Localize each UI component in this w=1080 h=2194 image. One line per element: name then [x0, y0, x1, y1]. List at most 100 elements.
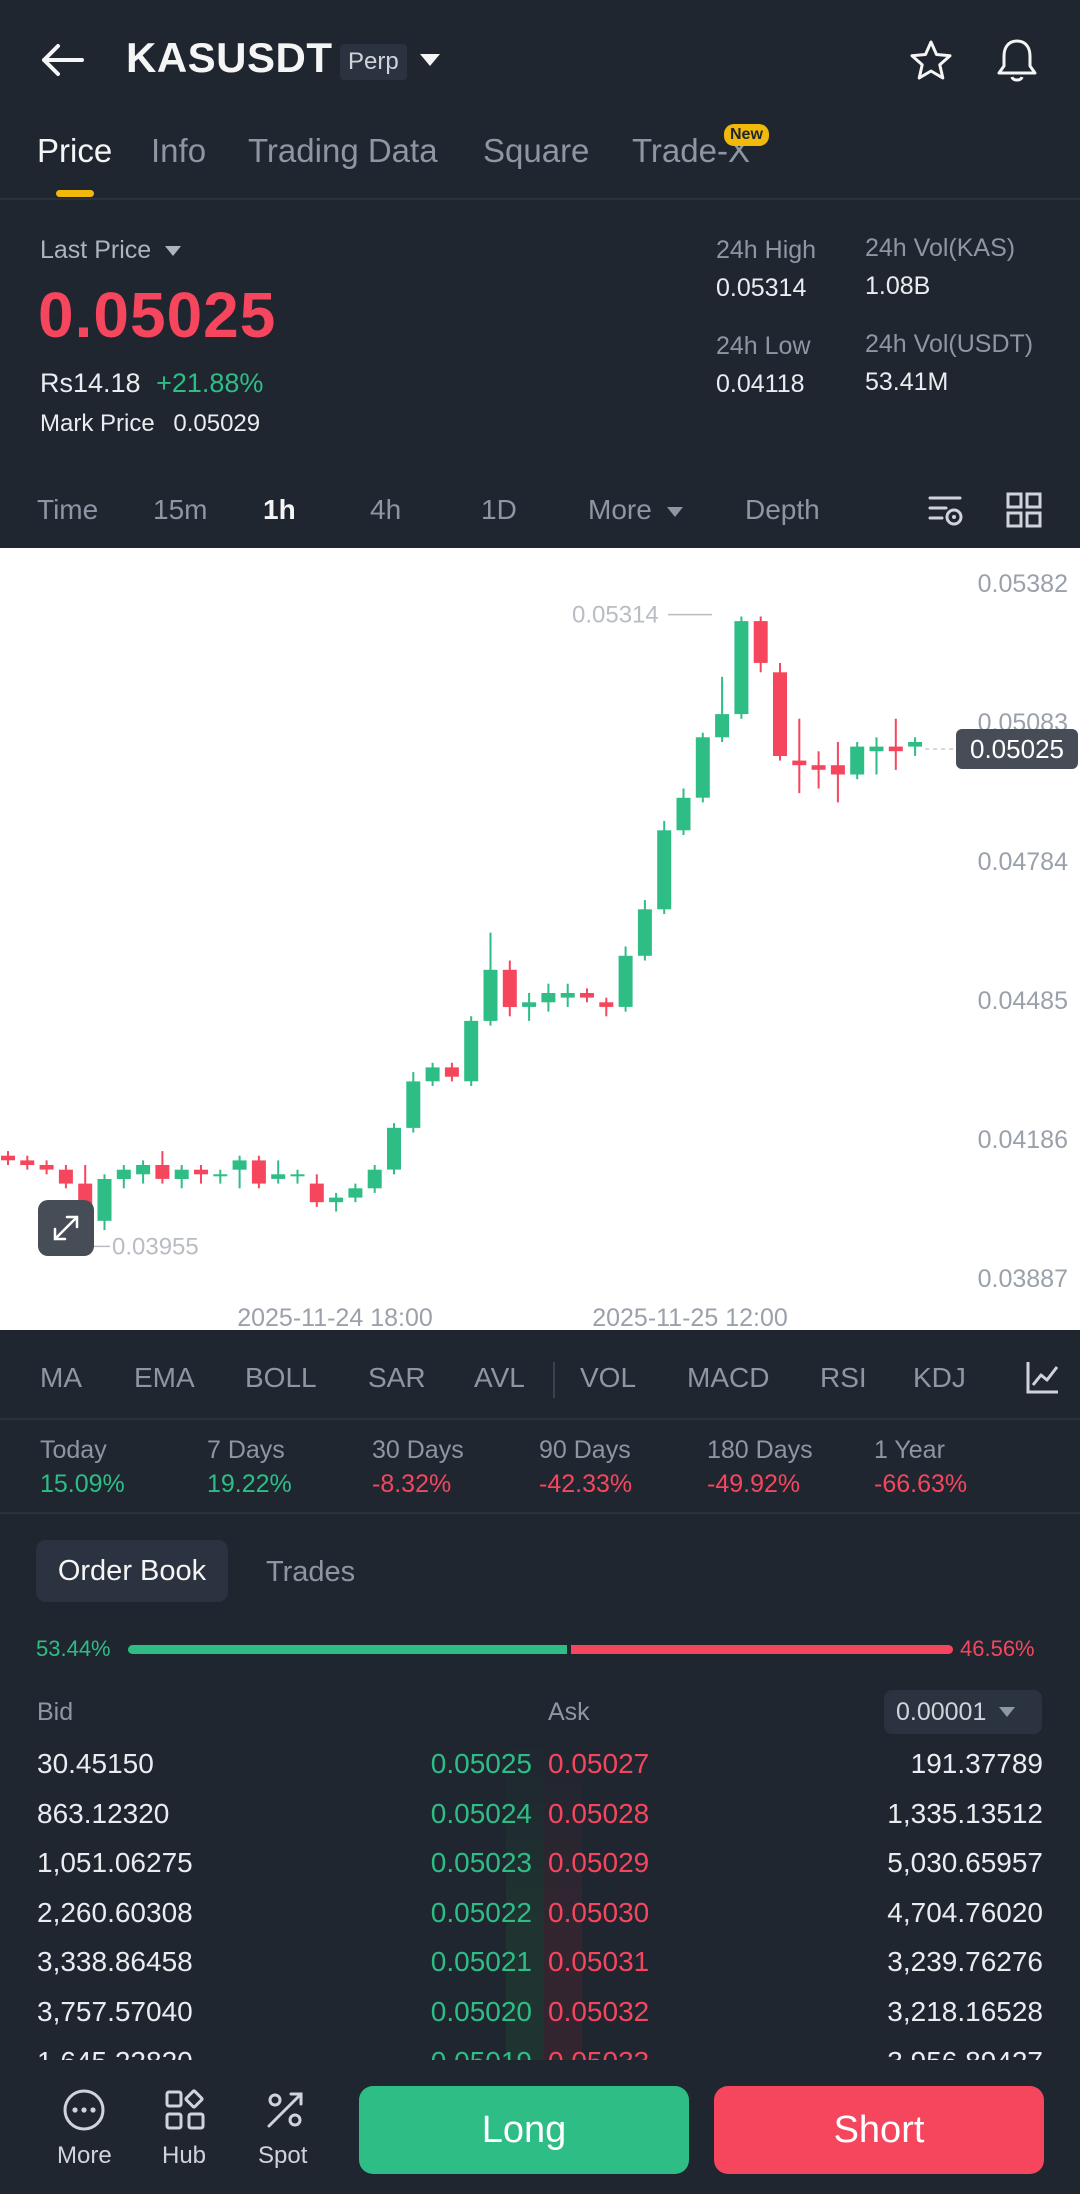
candle-body — [869, 746, 884, 752]
favorite-button[interactable] — [908, 38, 954, 84]
candle-body — [116, 1169, 131, 1179]
candle-body — [657, 830, 672, 910]
indicator-sar[interactable]: SAR — [368, 1362, 426, 1393]
precision-value: 0.00001 — [896, 1697, 987, 1726]
candle-body — [715, 714, 730, 738]
indicator-settings-button[interactable] — [1024, 1358, 1062, 1396]
candle-body — [444, 1067, 459, 1077]
tf-1h[interactable]: 1h — [263, 494, 296, 525]
ask-header: Ask — [548, 1698, 590, 1726]
bid-price: 0.05024 — [430, 1797, 532, 1829]
nav-spot-label[interactable]: Spot — [258, 2142, 308, 2169]
candle-body — [367, 1169, 382, 1189]
last-price: 0.05025 — [38, 279, 277, 351]
candle-body — [618, 955, 633, 1007]
symbol-title[interactable]: KASUSDT — [126, 34, 333, 81]
vol-usdt-label: 24h Vol(USDT) — [865, 330, 1034, 358]
chart-canvas: 0.053820.050830.047840.044850.041860.038… — [1, 570, 1078, 1330]
indicator-rsi[interactable]: RSI — [820, 1362, 867, 1393]
ask-price: 0.05033 — [548, 2046, 649, 2060]
candlestick-chart[interactable]: 0.05382 0.05083 0.04784 0.04485 0.04186 0.038… — [0, 548, 1080, 1330]
indicator-macd[interactable]: MACD — [687, 1362, 770, 1393]
short-button[interactable]: Short — [714, 2086, 1044, 2174]
order-book-row[interactable]: 3,338.86458 0.05021 0.05031 3,239.76276 — [0, 1938, 1080, 1988]
order-book-row[interactable]: 863.12320 0.05024 0.05028 1,335.13512 — [0, 1790, 1080, 1840]
fullscreen-button[interactable] — [38, 1200, 94, 1256]
candle-body — [541, 993, 556, 1003]
bid-ratio: 53.44% — [36, 1636, 111, 1661]
indicator-boll[interactable]: BOLL — [245, 1362, 317, 1393]
ask-amount: 191.37789 — [910, 1748, 1043, 1779]
chart-settings-button[interactable] — [926, 490, 966, 530]
bid-price: 0.05019 — [431, 2046, 532, 2060]
candle-body — [58, 1169, 73, 1184]
indicator-ema[interactable]: EMA — [134, 1362, 195, 1393]
current-price-tag: 0.05025 — [956, 729, 1078, 769]
order-book-row[interactable]: 1,051.06275 0.05023 0.05029 5,030.65957 — [0, 1839, 1080, 1889]
perf-value: -42.33% — [539, 1470, 633, 1498]
perf-label: 30 Days — [372, 1436, 464, 1464]
order-book-row[interactable]: 2,260.60308 0.05022 0.05030 4,704.76020 — [0, 1889, 1080, 1939]
ask-price: 0.05029 — [548, 1847, 650, 1879]
bid-amount: 1,051.06275 — [37, 1847, 193, 1879]
fiat-price: Rs14.18 — [40, 368, 141, 398]
nav-more-label[interactable]: More — [57, 2142, 112, 2169]
x-axis: 2025-11-24 18:00 2025-11-25 12:00 — [237, 1304, 788, 1330]
candle-body — [232, 1160, 247, 1170]
order-book-row[interactable]: 3,757.57040 0.05020 0.05032 3,218.16528 — [0, 1988, 1080, 2038]
candle-body — [792, 760, 807, 766]
tf-time[interactable]: Time — [37, 494, 99, 525]
candles — [1, 616, 923, 1240]
tab-square[interactable]: Square — [483, 132, 590, 169]
indicator-ma[interactable]: MA — [40, 1362, 82, 1393]
bid-amount: 863.12320 — [37, 1797, 170, 1829]
indicator-vol[interactable]: VOL — [580, 1362, 637, 1393]
tabs-divider — [0, 198, 1080, 200]
tf-more[interactable]: More — [588, 494, 684, 526]
bid-amount: 30.45150 — [37, 1748, 154, 1779]
last-price-selector[interactable]: Last Price — [40, 236, 182, 265]
tf-15m[interactable]: 15m — [153, 494, 208, 525]
candle-body — [155, 1165, 170, 1179]
price-change: +21.88% — [156, 368, 264, 398]
candle-body — [425, 1067, 440, 1082]
bid-header: Bid — [37, 1698, 74, 1726]
tf-4h[interactable]: 4h — [370, 494, 402, 525]
candle-body — [676, 797, 691, 831]
indicator-kdj[interactable]: KDJ — [913, 1362, 966, 1393]
perf-value: -8.32% — [372, 1470, 452, 1498]
tab-price[interactable]: Price — [37, 132, 113, 169]
price-change-row: Rs14.18 +21.88% — [40, 368, 263, 399]
long-button[interactable]: Long — [359, 2086, 689, 2174]
tf-more-label: More — [588, 494, 652, 525]
mark-price-value: 0.05029 — [173, 410, 261, 437]
nav-hub-label[interactable]: Hub — [162, 2142, 207, 2169]
indicator-avl[interactable]: AVL — [474, 1362, 525, 1393]
x-tick-label: 2025-11-25 12:00 — [592, 1304, 788, 1330]
nav-more[interactable] — [62, 2088, 106, 2132]
tf-1d[interactable]: 1D — [481, 494, 517, 525]
vol-usdt-value: 53.41M — [865, 368, 949, 396]
alerts-button[interactable] — [994, 36, 1040, 84]
tab-order-book[interactable]: Order Book — [36, 1540, 228, 1602]
bell-icon — [997, 39, 1037, 82]
candle-body — [580, 993, 594, 998]
tab-trading-data[interactable]: Trading Data — [248, 132, 438, 169]
y-tick-label: 0.04186 — [978, 1126, 1068, 1154]
tab-trades[interactable]: Trades — [266, 1556, 356, 1588]
order-book-row[interactable]: 1,645.22820 0.05019 0.05033 3,956.89427 — [0, 2038, 1080, 2060]
layout-button[interactable] — [1004, 490, 1044, 530]
symbol-dropdown[interactable] — [418, 52, 442, 68]
tf-depth[interactable]: Depth — [745, 494, 820, 525]
vol-kas-label: 24h Vol(KAS) — [865, 234, 1016, 262]
nav-hub[interactable] — [163, 2088, 207, 2132]
order-book-row[interactable]: 30.45150 0.05025 0.05027 191.37789 — [0, 1740, 1080, 1790]
ask-amount: 5,030.65957 — [887, 1847, 1043, 1879]
candle-body — [136, 1165, 151, 1175]
ask-amount: 4,704.76020 — [887, 1896, 1043, 1928]
nav-spot[interactable] — [263, 2088, 307, 2132]
precision-select[interactable]: 0.00001 — [884, 1690, 1042, 1734]
ask-price: 0.05030 — [548, 1896, 650, 1928]
back-button[interactable] — [38, 40, 86, 80]
tab-info[interactable]: Info — [151, 132, 207, 169]
